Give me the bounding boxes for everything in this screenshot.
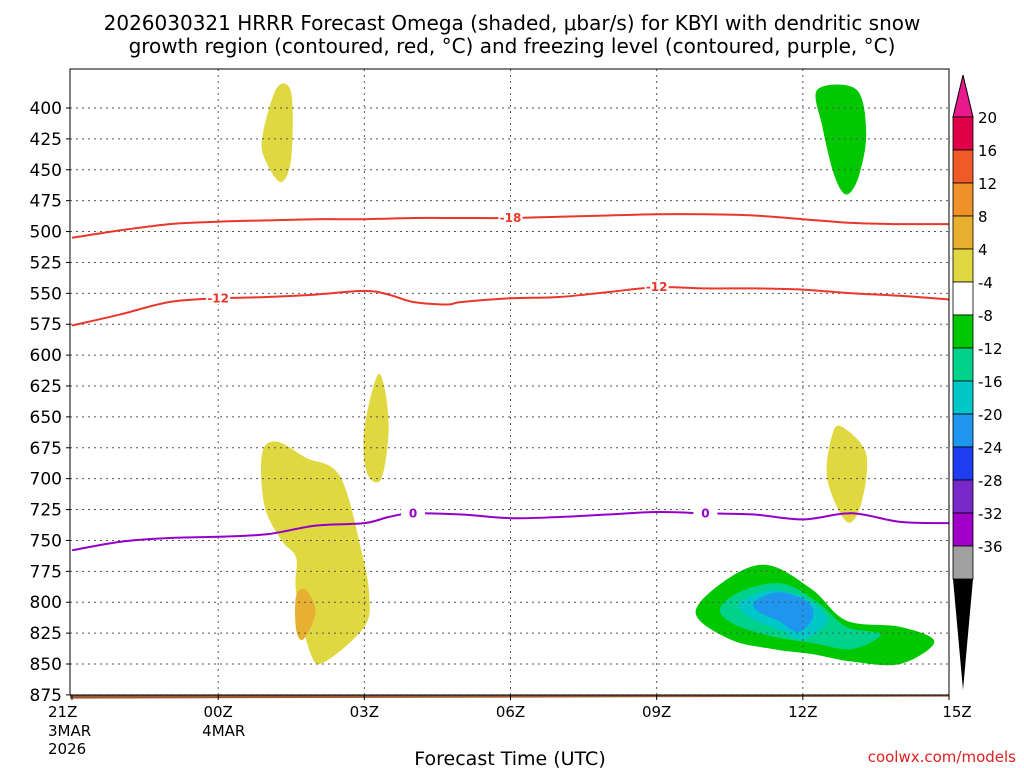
- colorbar-label: -12: [978, 340, 1003, 358]
- colorbar-swatch: [952, 545, 974, 580]
- colorbar-swatch: [952, 413, 974, 448]
- x-tick-date: 3MAR: [48, 722, 91, 740]
- colorbar-label: 12: [978, 175, 997, 193]
- colorbar-label: -20: [978, 406, 1003, 424]
- x-axis-label: Forecast Time (UTC): [414, 748, 605, 768]
- contour-minus18-label: -18: [500, 211, 522, 225]
- y-tick-label: 625: [30, 377, 62, 397]
- omega-region-4: [826, 425, 868, 523]
- contour-minus18-label-bg: [498, 210, 523, 224]
- x-tick-label: 12Z: [788, 703, 817, 721]
- contour-minus12-label: -12: [646, 280, 668, 294]
- colorbar-label: -24: [978, 439, 1003, 457]
- colorbar-label: -4: [978, 274, 993, 292]
- gridlines: [70, 69, 949, 696]
- contour-lines: -18 -12 -12 0 0: [71, 210, 949, 552]
- contour-minus12-label: -12: [207, 291, 229, 305]
- y-tick-label: 575: [30, 315, 62, 335]
- contour-minus12-label-bg: [644, 280, 669, 294]
- colorbar-swatch: [952, 446, 974, 481]
- y-tick-label: 550: [30, 284, 62, 304]
- colorbar-swatch: [952, 215, 974, 250]
- colorbar-label: -36: [978, 538, 1003, 556]
- freezing-level-label: 0: [701, 506, 709, 520]
- y-tick-label: 875: [30, 686, 62, 706]
- omega-region-4: [261, 441, 370, 665]
- colorbar-swatch: [952, 347, 974, 382]
- chart-title-line2: growth region (contoured, red, °C) and f…: [129, 34, 896, 58]
- x-tick-label: 09Z: [642, 703, 671, 721]
- colorbar-bottom-arrow: [953, 579, 973, 690]
- omega-region--4: [108, 587, 163, 675]
- y-tick-label: 775: [30, 562, 62, 582]
- x-tick-year: 2026: [48, 740, 86, 758]
- y-tick-label: 475: [30, 192, 62, 212]
- y-tick-label: 650: [30, 408, 62, 428]
- colorbar-label: 4: [978, 241, 988, 259]
- colorbar-swatch: [952, 380, 974, 415]
- omega-region-4: [261, 83, 293, 183]
- freezing-level-label: 0: [409, 506, 417, 520]
- y-tick-label: 600: [30, 346, 62, 366]
- y-tick-label: 750: [30, 531, 62, 551]
- colorbar-label: -28: [978, 472, 1003, 490]
- pressure-axis: 400 425 450 475 500 525 550 575 600 625 650 675 700 7…: [30, 99, 70, 706]
- freezing-level-label-bg: [693, 506, 718, 520]
- y-tick-label: 450: [30, 161, 62, 181]
- y-tick-label: 675: [30, 439, 62, 459]
- contour-minus12-label-bg: [206, 291, 231, 305]
- omega-region--4: [450, 534, 487, 676]
- plot-frame: [69, 68, 950, 696]
- x-tick-label: 03Z: [350, 703, 379, 721]
- colorbar-swatch: [952, 479, 974, 514]
- y-tick-label: 850: [30, 655, 62, 675]
- colorbar-swatch: [952, 182, 974, 217]
- y-tick-label: 525: [30, 253, 62, 273]
- contour-minus12-line: [71, 286, 949, 327]
- omega-region-4: [363, 373, 389, 483]
- colorbar-top-arrow: [952, 74, 974, 118]
- chart-title: 2026030321 HRRR Forecast Omega (shaded, …: [104, 11, 921, 58]
- x-tick-label: 21Z: [48, 703, 77, 721]
- colorbar-label: -32: [978, 505, 1003, 523]
- colorbar-label: -8: [978, 307, 993, 325]
- colorbar-swatch: [952, 314, 974, 349]
- colorbar: 20 16 12 8 4 -4 -8 -12 -16 -20 -24 -28 -32 -36: [952, 74, 1003, 690]
- ground-fill: [70, 695, 949, 699]
- colorbar-swatch: [952, 281, 974, 316]
- freezing-level-line: [71, 510, 949, 552]
- colorbar-swatch: [952, 512, 974, 547]
- freezing-level-label-bg: [401, 506, 426, 520]
- colorbar-label: 20: [978, 109, 997, 127]
- colorbar-label: 8: [978, 208, 988, 226]
- y-tick-label: 825: [30, 624, 62, 644]
- ground-surface: [70, 695, 949, 699]
- omega-region--20: [752, 592, 814, 632]
- y-tick-label: 425: [30, 130, 62, 150]
- credit-text: coolwx.com/models: [868, 748, 1016, 766]
- y-tick-label: 800: [30, 593, 62, 613]
- colorbar-label: -16: [978, 373, 1003, 391]
- y-tick-label: 400: [30, 99, 62, 119]
- x-tick-label: 15Z: [942, 703, 971, 721]
- y-tick-label: 500: [30, 223, 62, 243]
- x-tick-date: 4MAR: [202, 722, 245, 740]
- y-tick-label: 725: [30, 501, 62, 521]
- y-tick-label: 700: [30, 470, 62, 490]
- x-tick-label: 00Z: [203, 703, 232, 721]
- colorbar-swatch: [952, 149, 974, 184]
- chart-title-line1: 2026030321 HRRR Forecast Omega (shaded, …: [104, 11, 921, 35]
- x-tick-label: 06Z: [496, 703, 525, 721]
- omega-region--8: [815, 84, 867, 195]
- omega-region-8: [295, 588, 316, 641]
- colorbar-swatch: [952, 116, 974, 151]
- colorbar-label: 16: [978, 142, 997, 160]
- omega-shading: [108, 80, 949, 695]
- colorbar-swatch: [952, 248, 974, 283]
